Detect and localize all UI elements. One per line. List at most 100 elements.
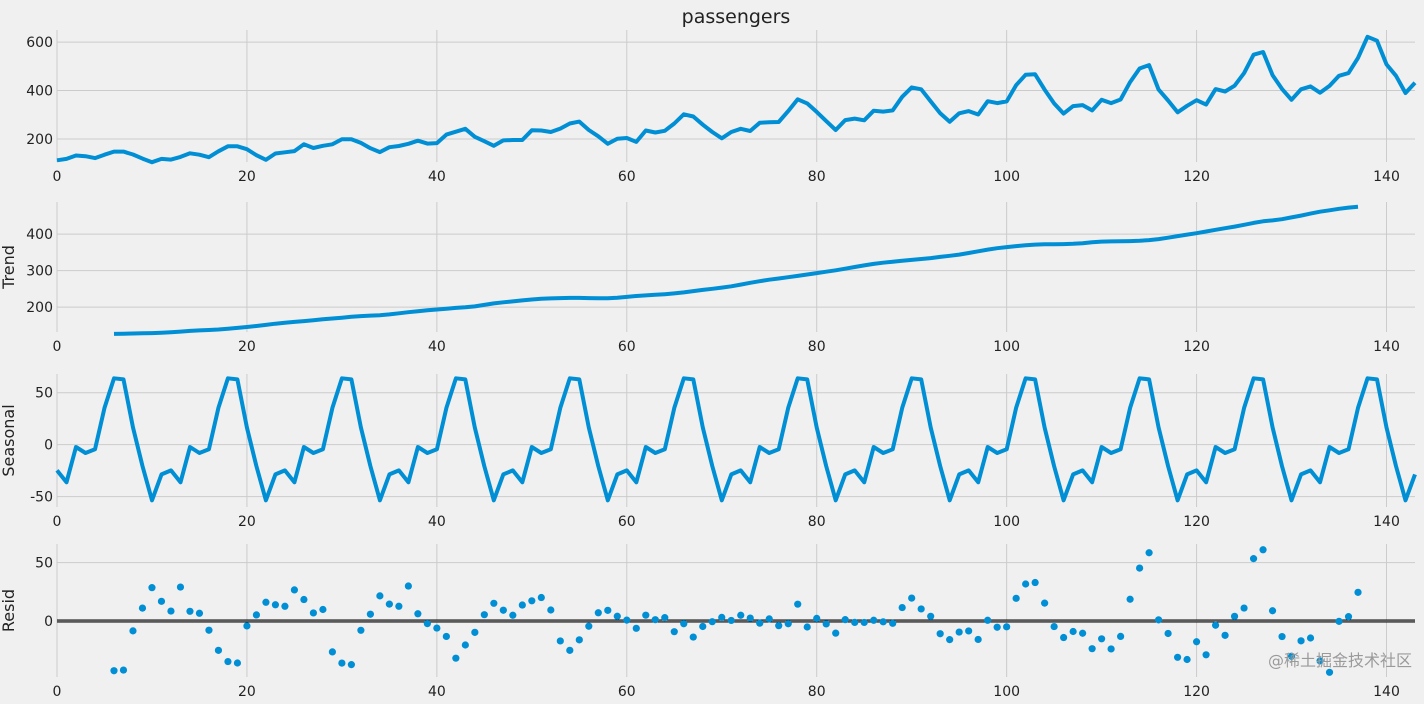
resid-point [433, 624, 441, 632]
resid-point [1069, 627, 1077, 636]
resid-point [1022, 580, 1030, 588]
x-tick-label: 0 [53, 169, 62, 185]
resid-point [186, 607, 194, 615]
x-tick-label: 140 [1373, 339, 1400, 355]
resid-point [471, 628, 479, 636]
resid-point [281, 602, 289, 610]
resid-point [1183, 655, 1191, 664]
resid-point [1335, 617, 1343, 625]
resid-point [1325, 668, 1334, 676]
resid-point [547, 606, 555, 614]
resid-point [1003, 623, 1011, 631]
resid-point [414, 610, 422, 618]
resid-point [575, 636, 583, 644]
resid-point [936, 630, 944, 638]
resid-point [889, 619, 897, 627]
x-tick-label: 40 [428, 169, 446, 185]
resid-point [366, 610, 374, 618]
resid-point [262, 598, 270, 606]
resid-point [841, 616, 849, 624]
resid-point [233, 659, 242, 667]
y-tick-label: 400 [26, 84, 53, 100]
y-tick-label: 400 [26, 227, 53, 243]
resid-point [1249, 555, 1258, 563]
resid-point [594, 609, 602, 617]
observed-line [56, 34, 1417, 165]
resid-point [404, 582, 412, 590]
resid-point [908, 594, 916, 602]
x-tick-label: 120 [1183, 169, 1210, 185]
x-tick-label: 40 [428, 684, 446, 700]
resid-point [1098, 635, 1106, 643]
resid-point [110, 667, 118, 675]
resid-point [984, 616, 992, 624]
resid-point [1259, 546, 1267, 554]
resid-point [271, 601, 280, 609]
x-tick-label: 40 [428, 339, 446, 355]
resid-point [1278, 632, 1286, 641]
resid-point [1060, 633, 1068, 642]
x-tick-label: 80 [808, 684, 826, 700]
x-tick-label: 0 [53, 514, 62, 530]
resid-point [765, 615, 773, 623]
resid-point [338, 659, 346, 667]
y-tick-label: 200 [26, 132, 53, 148]
resid-point [756, 619, 764, 627]
resid-point [680, 620, 688, 628]
y-tick-label: 50 [35, 386, 53, 402]
x-tick-label: 100 [993, 684, 1020, 700]
x-tick-label: 0 [53, 339, 62, 355]
resid-point [528, 597, 536, 605]
x-tick-label: 0 [53, 684, 62, 700]
resid-point [917, 605, 925, 613]
resid-point [442, 632, 450, 641]
resid-point [1221, 631, 1229, 639]
resid-point [699, 622, 707, 631]
watermark: @稀土掘金技术社区 [1268, 651, 1412, 670]
resid-point [556, 637, 564, 645]
resid-point [376, 592, 384, 600]
resid-point [423, 620, 431, 628]
resid-point [642, 611, 650, 619]
resid-point [689, 633, 697, 641]
resid-point [347, 661, 355, 669]
y-axis-label: Resid [0, 589, 18, 632]
x-tick-label: 40 [428, 514, 446, 530]
resid-point [860, 618, 868, 627]
x-tick-label: 80 [808, 339, 826, 355]
x-tick-label: 80 [808, 514, 826, 530]
resid-point [746, 614, 754, 622]
resid-point [613, 612, 621, 620]
resid-point [490, 599, 498, 607]
resid-point [1164, 629, 1172, 638]
resid-point [946, 636, 954, 644]
resid-point [993, 623, 1001, 631]
resid-point [214, 646, 223, 654]
x-tick-label: 100 [993, 169, 1020, 185]
resid-point [176, 583, 185, 591]
resid-point [205, 626, 213, 634]
resid-point [252, 611, 261, 619]
x-tick-label: 120 [1183, 339, 1210, 355]
x-tick-label: 80 [808, 169, 826, 185]
y-tick-label: 0 [44, 438, 53, 454]
resid-point [651, 616, 659, 624]
resid-point [385, 600, 393, 608]
resid-point [1268, 607, 1277, 615]
resid-point [794, 600, 802, 608]
resid-point [1136, 564, 1144, 572]
resid-point [119, 666, 128, 674]
resid-point [537, 593, 545, 602]
resid-point [898, 603, 906, 612]
x-tick-label: 20 [238, 169, 256, 185]
resid-point [452, 654, 460, 662]
resid-point [974, 635, 982, 644]
resid-point [1145, 549, 1153, 557]
resid-point [1107, 645, 1115, 653]
resid-point [509, 611, 517, 619]
y-tick-label: 50 [35, 556, 53, 572]
resid-point [243, 622, 251, 630]
x-tick-label: 100 [993, 514, 1020, 530]
y-tick-label: 0 [44, 614, 53, 630]
resid-point [319, 605, 327, 614]
